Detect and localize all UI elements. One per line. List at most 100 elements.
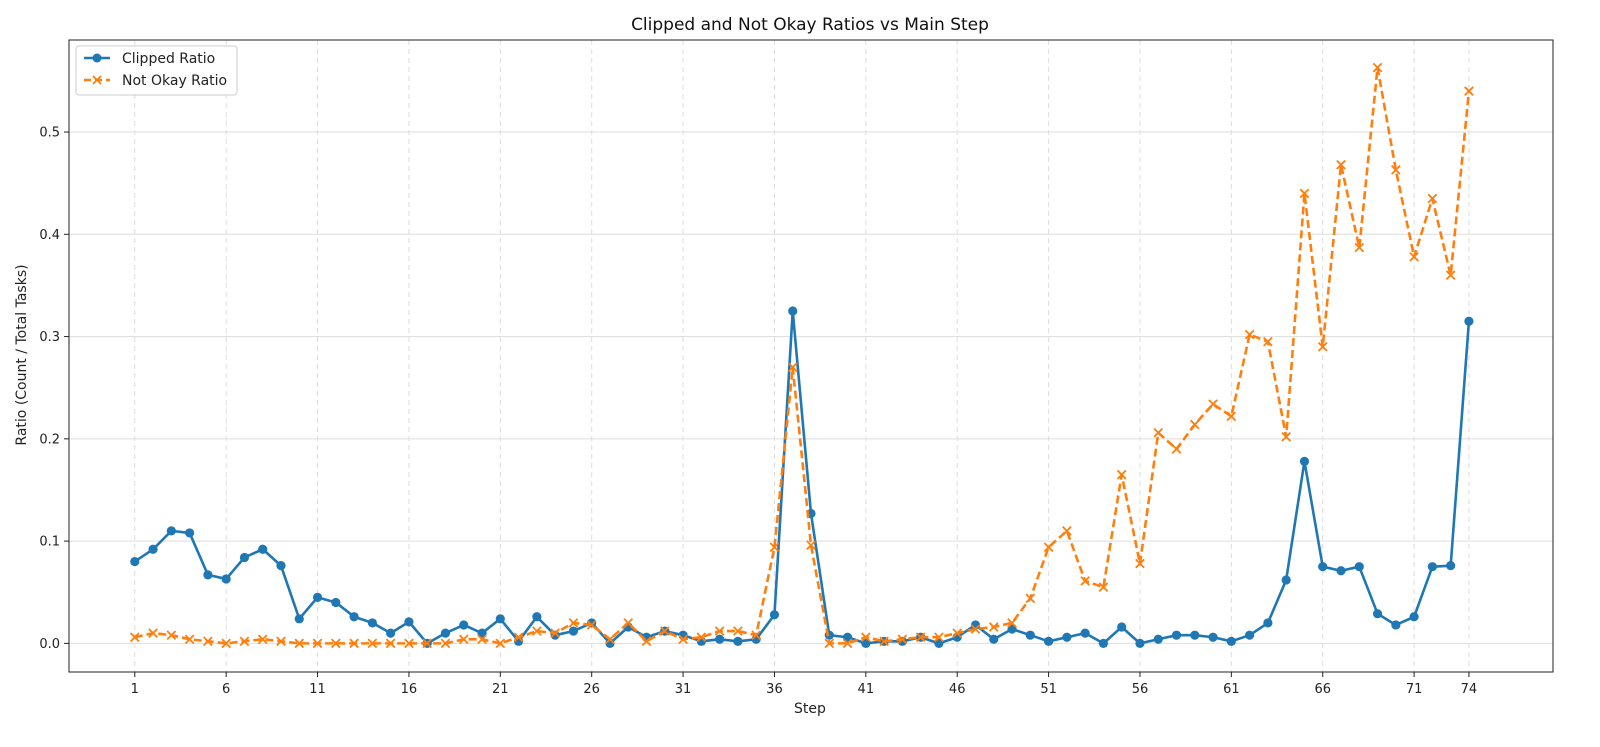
data-point-clipped-ratio [495, 614, 505, 624]
x-tick-label: 6 [222, 682, 230, 697]
data-point-clipped-ratio [788, 306, 798, 316]
data-point-not-okay-ratio [495, 638, 506, 649]
data-point-clipped-ratio [1117, 622, 1127, 632]
legend: Clipped Ratio Not Okay Ratio [75, 45, 238, 96]
data-point-not-okay-ratio [1409, 251, 1419, 262]
data-point-not-okay-ratio [641, 636, 652, 647]
data-point-clipped-ratio [733, 636, 743, 646]
data-point-not-okay-ratio [532, 626, 542, 636]
data-point-clipped-ratio [386, 628, 396, 638]
x-tick-label: 74 [1461, 682, 1478, 697]
data-point-clipped-ratio [1263, 618, 1273, 628]
data-point-not-okay-ratio [276, 636, 286, 647]
data-point-clipped-ratio [1007, 624, 1017, 634]
data-point-not-okay-ratio [934, 632, 944, 643]
x-tick-label: 46 [949, 682, 966, 697]
data-point-not-okay-ratio [221, 638, 232, 649]
data-point-clipped-ratio [1153, 634, 1163, 644]
data-point-not-okay-ratio [1007, 618, 1017, 628]
y-tick-label: 0.4 [39, 228, 60, 243]
data-point-clipped-ratio [276, 561, 286, 571]
data-point-clipped-ratio [1226, 636, 1236, 646]
x-tick-label: 16 [401, 682, 418, 697]
data-point-clipped-ratio [185, 528, 195, 538]
data-point-not-okay-ratio [897, 634, 908, 645]
data-point-not-okay-ratio [1372, 62, 1383, 73]
data-point-clipped-ratio [239, 552, 250, 563]
data-point-not-okay-ratio [312, 638, 323, 649]
data-point-not-okay-ratio [1445, 270, 1456, 281]
x-tick-label: 1 [131, 682, 139, 697]
x-tick-label: 11 [309, 682, 326, 697]
data-point-not-okay-ratio [1189, 419, 1200, 430]
data-point-not-okay-ratio [1226, 411, 1237, 422]
series-clipped-ratio [130, 306, 1474, 648]
data-point-not-okay-ratio [970, 624, 981, 634]
x-tick-label: 26 [583, 682, 600, 697]
data-point-not-okay-ratio [1464, 86, 1474, 96]
y-tick-label: 0.5 [39, 126, 60, 141]
data-point-not-okay-ratio [513, 632, 524, 643]
x-tick-label: 36 [766, 682, 783, 697]
data-point-not-okay-ratio [1244, 329, 1255, 340]
x-tick-label: 21 [492, 682, 509, 697]
data-point-clipped-ratio [349, 612, 359, 622]
data-point-clipped-ratio [1281, 575, 1291, 585]
data-point-not-okay-ratio [678, 634, 688, 645]
data-point-clipped-ratio [769, 610, 780, 620]
data-point-not-okay-ratio [1098, 582, 1109, 592]
data-point-not-okay-ratio [605, 634, 615, 645]
data-point-not-okay-ratio [148, 628, 158, 638]
data-point-not-okay-ratio [129, 632, 140, 643]
data-point-not-okay-ratio [1025, 593, 1036, 604]
data-point-not-okay-ratio [751, 630, 762, 641]
data-point-clipped-ratio [440, 628, 451, 638]
data-point-clipped-ratio [1190, 630, 1200, 640]
data-point-not-okay-ratio [787, 362, 798, 373]
data-point-clipped-ratio [477, 628, 487, 638]
data-point-clipped-ratio [532, 612, 542, 622]
data-point-clipped-ratio [1336, 566, 1346, 576]
y-tick-label: 0.3 [39, 330, 60, 345]
data-point-not-okay-ratio [714, 626, 725, 636]
data-point-clipped-ratio [1062, 632, 1072, 642]
data-point-clipped-ratio [130, 556, 140, 567]
y-axis-label: Ratio (Count / Total Tasks) [14, 264, 30, 445]
x-tick-label: 56 [1132, 682, 1149, 697]
data-point-clipped-ratio [1446, 561, 1456, 571]
data-point-clipped-ratio [1245, 630, 1255, 640]
data-point-not-okay-ratio [696, 632, 707, 643]
data-point-not-okay-ratio [477, 634, 487, 645]
plot-frame [68, 39, 1554, 673]
data-point-clipped-ratio [1354, 562, 1364, 572]
data-point-not-okay-ratio [184, 634, 195, 645]
data-point-not-okay-ratio [1043, 542, 1054, 553]
data-point-clipped-ratio [1171, 630, 1182, 640]
data-point-not-okay-ratio [1317, 341, 1328, 352]
series-layer [129, 62, 1474, 649]
grid-layer [69, 40, 1553, 672]
legend-marker-clipped-ratio [92, 53, 102, 63]
data-point-clipped-ratio [459, 620, 469, 630]
data-point-clipped-ratio [1208, 632, 1218, 642]
data-point-clipped-ratio [258, 544, 268, 554]
data-point-clipped-ratio [1299, 456, 1310, 466]
data-point-not-okay-ratio [294, 638, 305, 649]
data-point-not-okay-ratio [915, 632, 926, 643]
data-point-clipped-ratio [166, 526, 176, 536]
data-point-not-okay-ratio [166, 630, 177, 641]
data-point-not-okay-ratio [1336, 159, 1346, 170]
legend-item-not-okay-ratio: Not Okay Ratio [84, 73, 227, 89]
data-point-not-okay-ratio [1354, 242, 1365, 253]
data-point-not-okay-ratio [1299, 188, 1310, 199]
data-point-not-okay-ratio [239, 636, 250, 647]
data-point-not-okay-ratio [385, 638, 396, 649]
data-point-clipped-ratio [715, 634, 725, 644]
data-point-clipped-ratio [934, 638, 944, 648]
x-tick-label: 61 [1223, 682, 1240, 697]
data-point-clipped-ratio [1464, 316, 1474, 326]
data-point-not-okay-ratio [1135, 558, 1145, 569]
data-point-not-okay-ratio [349, 638, 359, 649]
